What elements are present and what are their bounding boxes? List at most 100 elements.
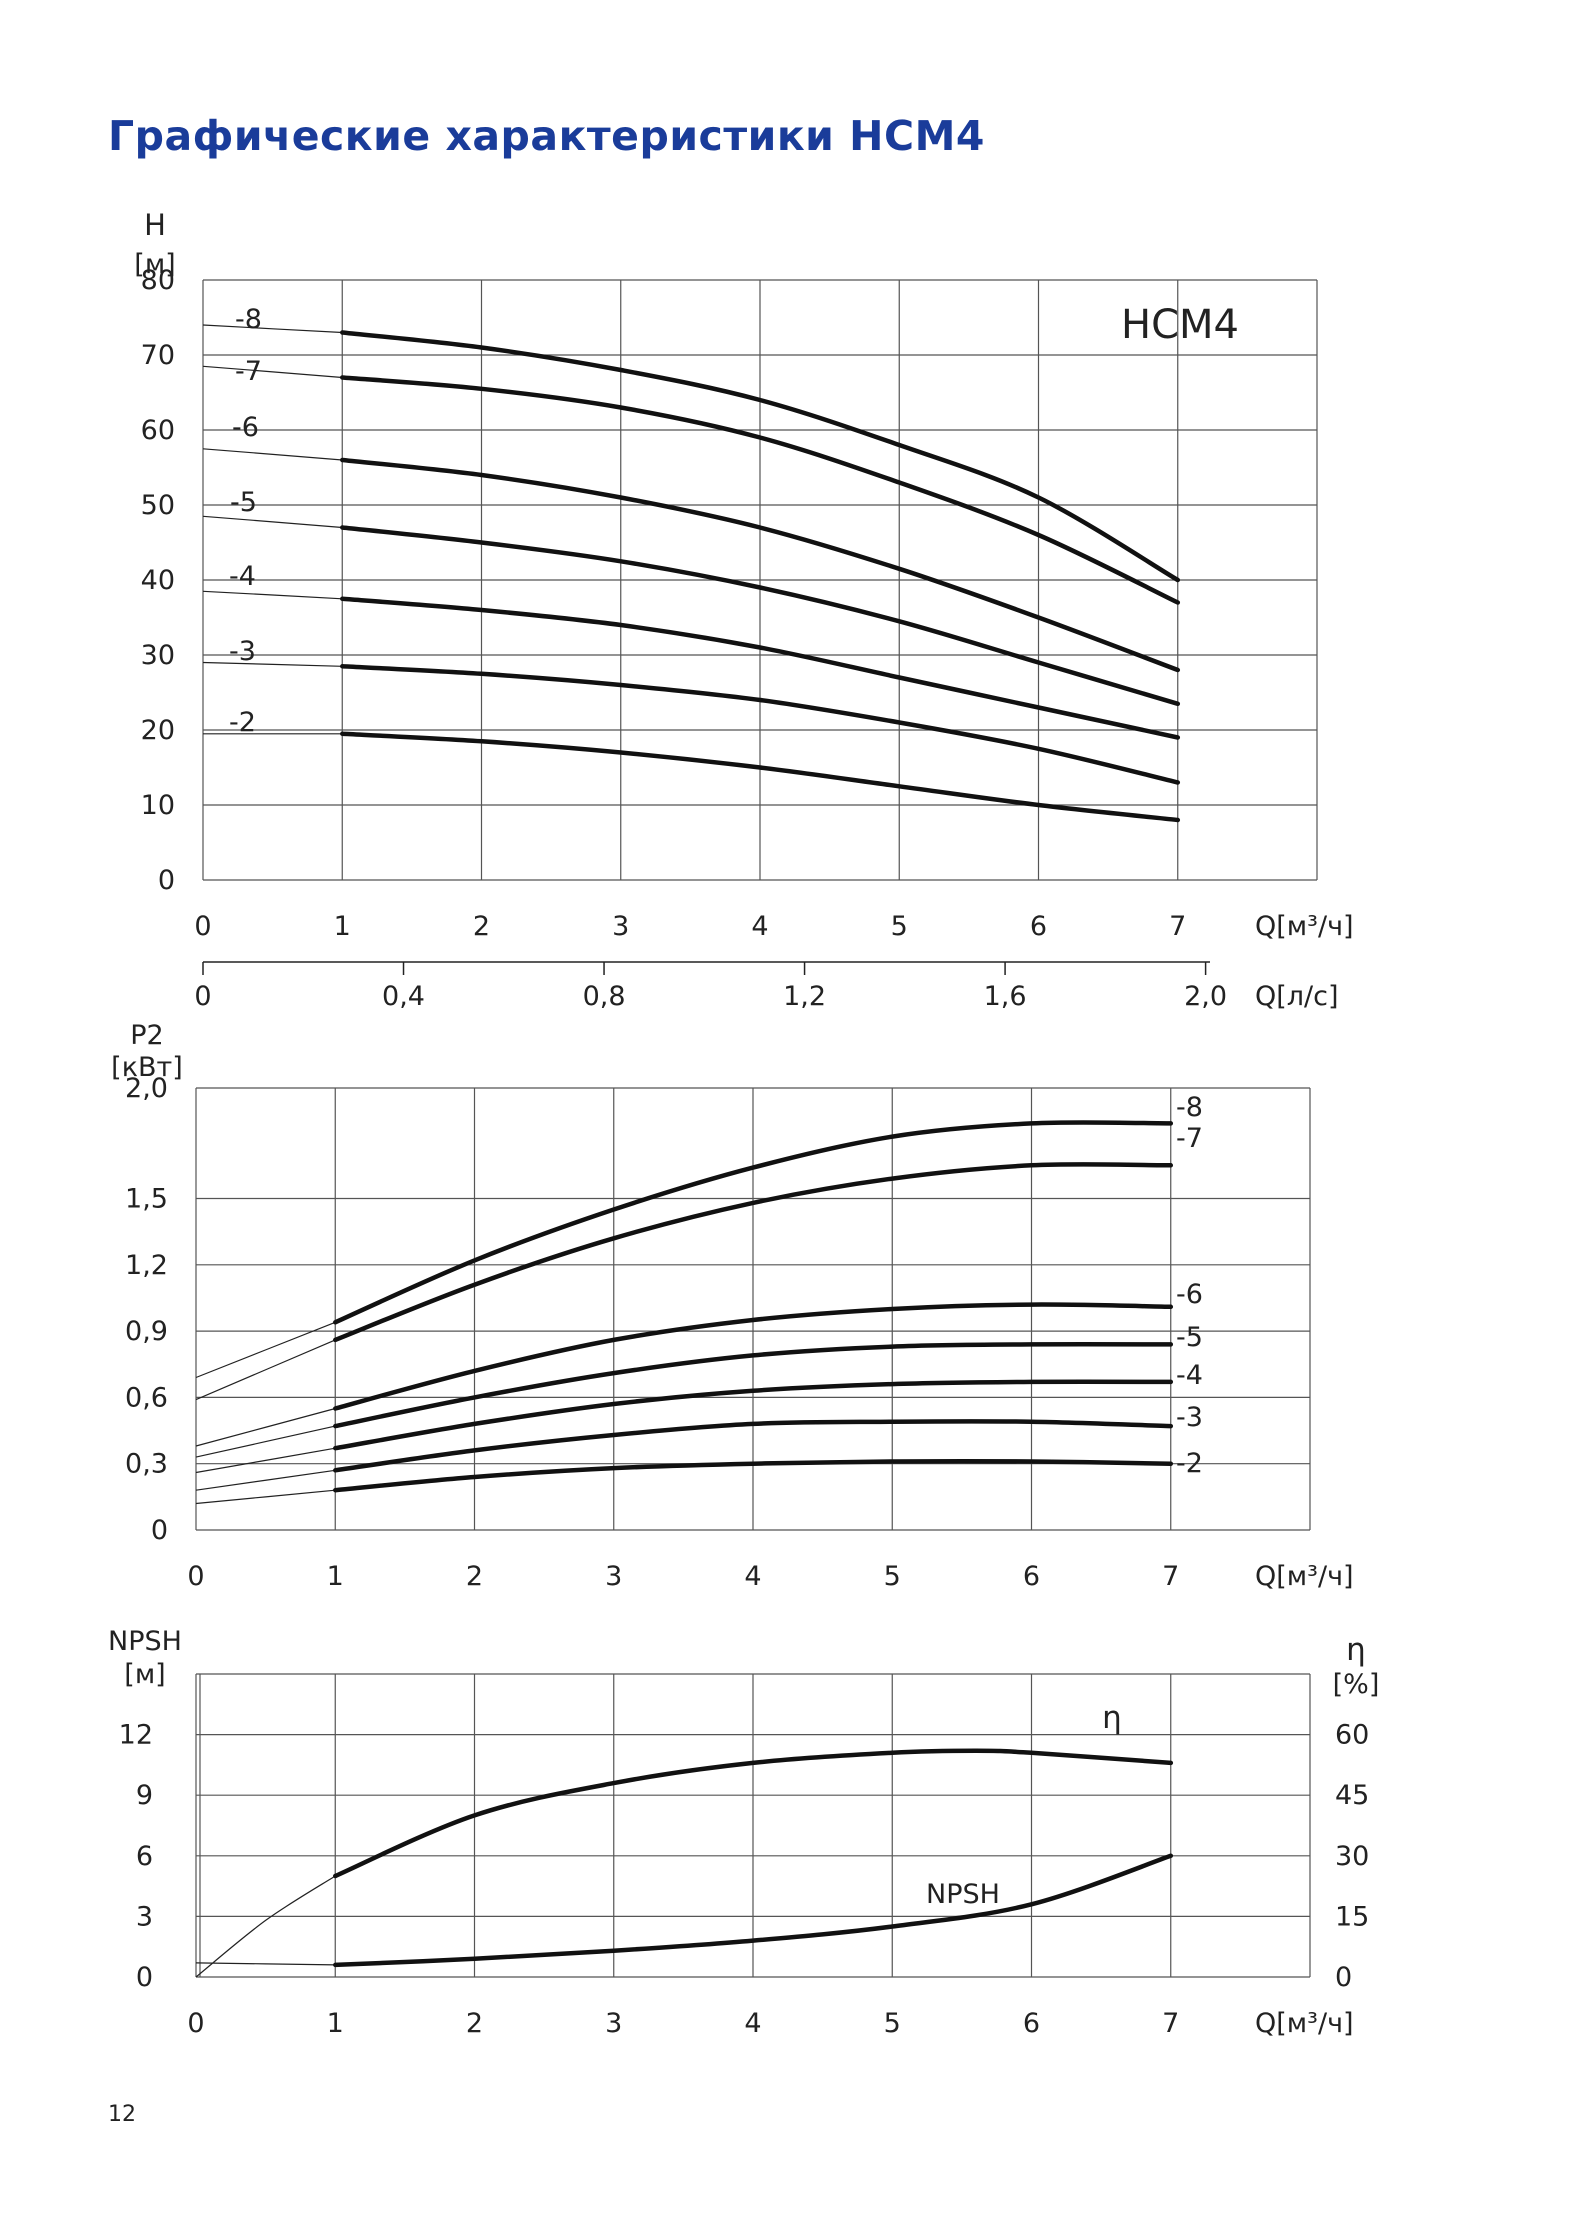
curve-extension bbox=[202, 590, 343, 600]
x-tick-label: 7 bbox=[1162, 2008, 1179, 2039]
curve-extension bbox=[202, 365, 343, 379]
x-tick-label: 2 bbox=[466, 1561, 483, 1592]
secondary-tick-label: 1,6 bbox=[984, 981, 1027, 1012]
head-curve bbox=[340, 731, 1181, 823]
series-label: -3 bbox=[1176, 1402, 1203, 1433]
head-curve bbox=[340, 330, 1181, 583]
x-tick-label: 5 bbox=[891, 911, 908, 942]
y-axis-unit: [м] bbox=[124, 1659, 165, 1690]
x-tick-label: 2 bbox=[466, 2008, 483, 2039]
y2-tick-label: 60 bbox=[1335, 1720, 1369, 1751]
x-tick-label: 6 bbox=[1023, 1561, 1040, 1592]
series-label: -6 bbox=[232, 412, 259, 443]
y-tick-label: 0 bbox=[158, 865, 175, 896]
series-label: -3 bbox=[229, 636, 256, 667]
x-axis-label: Q[м³/ч] bbox=[1255, 911, 1354, 942]
y-tick-label: 0 bbox=[136, 1962, 153, 1993]
x-tick-label: 7 bbox=[1162, 1561, 1179, 1592]
npsh-curve bbox=[333, 1853, 1174, 1968]
secondary-tick-label: 2,0 bbox=[1184, 981, 1227, 1012]
head-curve bbox=[340, 375, 1181, 605]
x-tick-label: 2 bbox=[473, 911, 490, 942]
curve-extension bbox=[195, 1875, 336, 1978]
curve-extension bbox=[202, 661, 343, 667]
power-curve bbox=[333, 1419, 1174, 1473]
curve-extension bbox=[195, 1962, 336, 1966]
curve-extension bbox=[202, 324, 343, 334]
efficiency-curve bbox=[333, 1748, 1174, 1879]
series-label: -5 bbox=[1176, 1322, 1203, 1353]
x-tick-label: 1 bbox=[334, 911, 351, 942]
y-tick-label: 70 bbox=[141, 340, 175, 371]
y2-axis-unit: [%] bbox=[1333, 1669, 1380, 1700]
y-axis-title: NPSH bbox=[108, 1626, 182, 1657]
y2-tick-label: 0 bbox=[1335, 1962, 1352, 1993]
power-curve bbox=[333, 1162, 1174, 1343]
curve-extension bbox=[202, 448, 343, 461]
y-tick-label: 0,6 bbox=[125, 1382, 168, 1413]
secondary-tick-label: 0,4 bbox=[382, 981, 425, 1012]
y2-axis-title: η bbox=[1346, 1632, 1366, 1668]
x-tick-label: 0 bbox=[194, 911, 211, 942]
x-tick-label: 1 bbox=[327, 1561, 344, 1592]
head-curve bbox=[340, 525, 1181, 707]
y2-tick-label: 45 bbox=[1335, 1780, 1369, 1811]
curve-extension bbox=[195, 1321, 336, 1379]
y-tick-label: 50 bbox=[141, 490, 175, 521]
series-label: -2 bbox=[229, 707, 256, 738]
series-label: -4 bbox=[229, 561, 256, 592]
y-tick-label: 1,5 bbox=[125, 1184, 168, 1215]
y-tick-label: 0,3 bbox=[125, 1449, 168, 1480]
x-tick-label: 7 bbox=[1169, 911, 1186, 942]
y-tick-label: 0 bbox=[151, 1515, 168, 1546]
series-label: -7 bbox=[235, 356, 262, 387]
x-tick-label: 0 bbox=[187, 2008, 204, 2039]
secondary-tick-label: 0,8 bbox=[583, 981, 626, 1012]
secondary-axis-label: Q[л/с] bbox=[1255, 981, 1339, 1012]
curve-extension bbox=[195, 1425, 336, 1458]
y-tick-label: 0,9 bbox=[125, 1316, 168, 1347]
y2-tick-label: 15 bbox=[1335, 1901, 1369, 1932]
y-axis-title: P2 bbox=[130, 1020, 163, 1051]
x-tick-label: 5 bbox=[884, 2008, 901, 2039]
y-tick-label: 3 bbox=[136, 1901, 153, 1932]
curve-extension bbox=[195, 1407, 336, 1447]
page-number: 12 bbox=[108, 2102, 136, 2127]
x-tick-label: 0 bbox=[187, 1561, 204, 1592]
series-label: -4 bbox=[1176, 1360, 1203, 1391]
x-tick-label: 3 bbox=[612, 911, 629, 942]
x-tick-label: 4 bbox=[744, 2008, 761, 2039]
y-tick-label: 60 bbox=[141, 415, 175, 446]
y-tick-label: 10 bbox=[141, 790, 175, 821]
y-tick-label: 9 bbox=[136, 1780, 153, 1811]
x-tick-label: 6 bbox=[1030, 911, 1047, 942]
series-label: -8 bbox=[1176, 1092, 1203, 1123]
x-tick-label: 5 bbox=[884, 1561, 901, 1592]
x-tick-label: 1 bbox=[327, 2008, 344, 2039]
secondary-tick-label: 0 bbox=[194, 981, 211, 1012]
series-label: -6 bbox=[1176, 1279, 1203, 1310]
y-tick-label: 20 bbox=[141, 715, 175, 746]
y-axis-unit: [м] bbox=[134, 249, 175, 280]
head-curve bbox=[340, 596, 1181, 740]
x-tick-label: 6 bbox=[1023, 2008, 1040, 2039]
series-label: -8 bbox=[235, 304, 262, 335]
y-tick-label: 1,2 bbox=[125, 1250, 168, 1281]
secondary-tick-label: 1,2 bbox=[783, 981, 826, 1012]
page-title: Графические характеристики HCM4 bbox=[108, 112, 985, 160]
curve-extension bbox=[195, 1489, 336, 1505]
x-tick-label: 4 bbox=[751, 911, 768, 942]
x-tick-label: 3 bbox=[605, 2008, 622, 2039]
x-axis-label: Q[м³/ч] bbox=[1255, 1561, 1354, 1592]
curve-extension bbox=[195, 1469, 336, 1491]
npsh-curve-label: NPSH bbox=[926, 1879, 1000, 1910]
power-curve bbox=[333, 1379, 1174, 1451]
power-curve bbox=[333, 1302, 1174, 1411]
model-label: HCM4 bbox=[1121, 302, 1239, 348]
series-label: -2 bbox=[1176, 1448, 1203, 1479]
efficiency-curve-label: η bbox=[1102, 1700, 1122, 1736]
power-chart: 0 0,3 0,6 0,9 1,2 1,5 2,0 0 1 2 3 4 5 6 7 Q[м³/ч] P2[кВт… bbox=[111, 1020, 1353, 1592]
series-label: -5 bbox=[230, 487, 257, 518]
curve-extension bbox=[202, 515, 343, 529]
